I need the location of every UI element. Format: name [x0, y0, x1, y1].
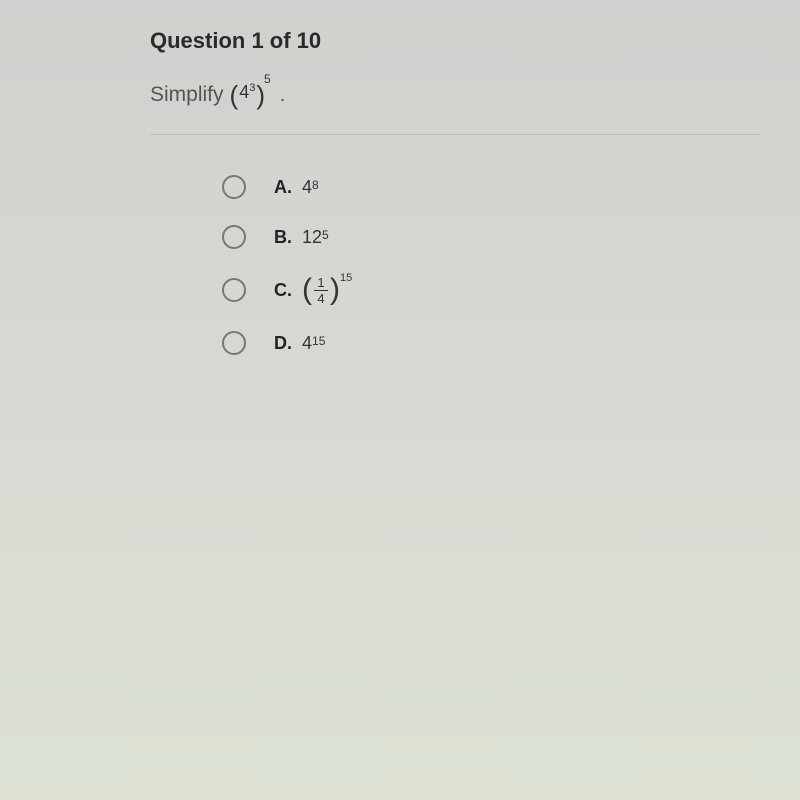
question-prompt: Simplify ( 43 ) 5 .: [150, 82, 800, 108]
option-c-answer: ( 1 4 ) 15: [302, 275, 352, 305]
option-letter: D.: [274, 333, 292, 354]
prompt-word: Simplify: [150, 83, 224, 107]
options-list: A. 48 B. 125 C. ( 1 4 ) 15: [150, 175, 800, 355]
right-paren: ): [330, 275, 340, 305]
prompt-expression: ( 43 ) 5: [230, 82, 272, 108]
radio-c[interactable]: [222, 278, 246, 302]
quiz-container: Question 1 of 10 Simplify ( 43 ) 5 . A. …: [0, 0, 800, 355]
option-d-answer: 415: [302, 333, 325, 354]
radio-b[interactable]: [222, 225, 246, 249]
fraction: 1 4: [314, 276, 328, 305]
option-a[interactable]: A. 48: [222, 175, 800, 199]
option-letter: C.: [274, 280, 292, 301]
option-c[interactable]: C. ( 1 4 ) 15: [222, 275, 800, 305]
left-paren: (: [230, 82, 239, 108]
option-letter: A.: [274, 177, 292, 198]
radio-a[interactable]: [222, 175, 246, 199]
option-b-answer: 125: [302, 227, 329, 248]
option-b[interactable]: B. 125: [222, 225, 800, 249]
radio-d[interactable]: [222, 331, 246, 355]
expr-outer-exp: 5: [264, 72, 271, 86]
left-paren: (: [302, 275, 312, 305]
question-header: Question 1 of 10: [150, 28, 800, 54]
expr-base: 43: [238, 82, 256, 103]
divider: [150, 134, 760, 135]
option-d[interactable]: D. 415: [222, 331, 800, 355]
prompt-period: .: [280, 84, 286, 107]
option-a-answer: 48: [302, 177, 319, 198]
option-letter: B.: [274, 227, 292, 248]
